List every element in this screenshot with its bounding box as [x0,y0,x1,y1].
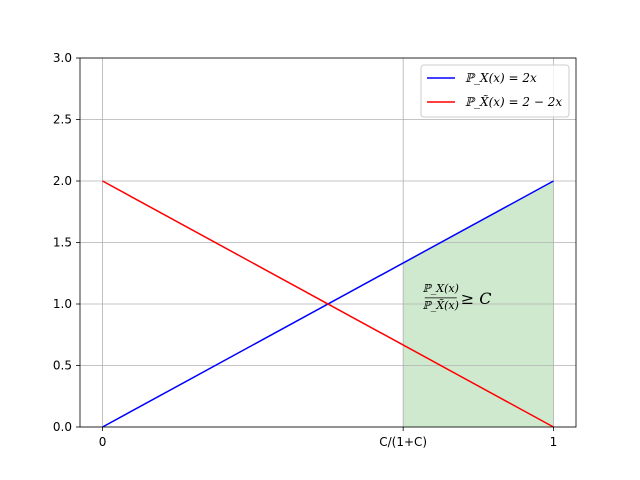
legend-label-1: ℙ_X(x) = 2x [465,71,537,85]
annotation-denominator: ℙ_X̃(x) [423,299,459,312]
annotation-numerator: ℙ_X(x) [423,282,459,295]
x-tick-label: C/(1+C) [379,435,427,449]
y-tick-label: 3.0 [53,51,72,65]
annotation: ℙ_X(x) ℙ_X̃(x) ≥ C [423,282,492,312]
y-tick-label: 1.5 [53,236,72,250]
series-line-2 [102,180,554,428]
x-tick-label: 0 [99,435,107,449]
y-tick-label: 1.0 [53,297,72,311]
legend: ℙ_X(x) = 2x ℙ_X̃(x) = 2 − 2x [420,64,570,118]
y-tick-label: 2.0 [53,174,72,188]
y-tick-label: 0.0 [53,420,72,434]
x-tick-label: 1 [550,435,558,449]
legend-label-2: ℙ_X̃(x) = 2 − 2x [465,94,562,109]
tick-layer: 0 C/(1+C) 1 0.0 0.5 1.0 1.5 2.0 2.5 3.0 [53,51,557,449]
y-tick-label: 0.5 [53,359,72,373]
y-tick-label: 2.5 [53,113,72,127]
series-layer [102,180,554,428]
legend-box [420,64,570,118]
annotation-relation: ≥ C [461,289,492,308]
